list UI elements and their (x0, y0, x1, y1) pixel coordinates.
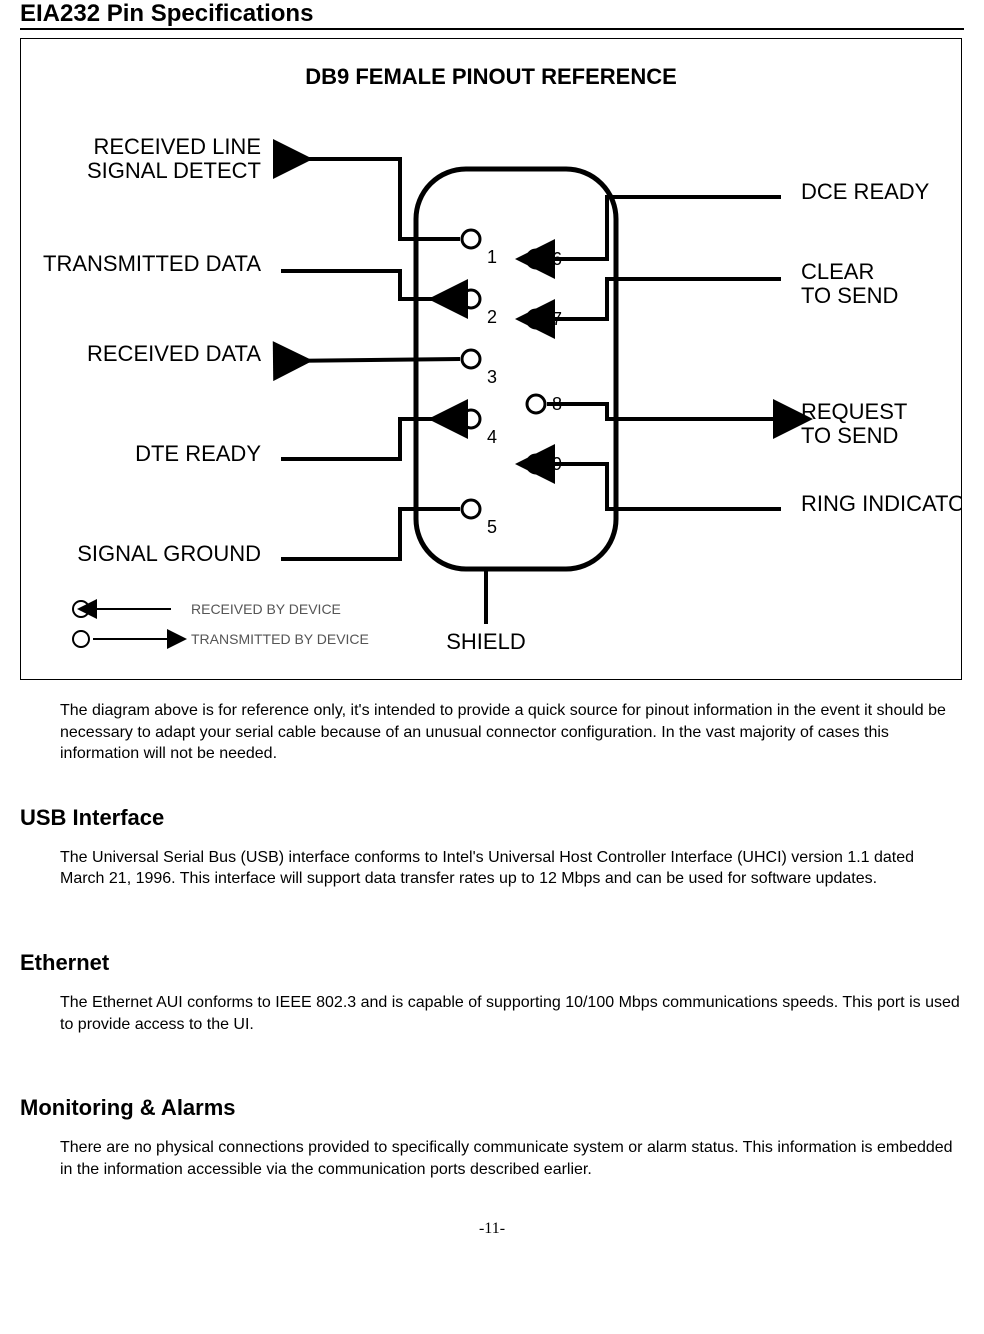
svg-text:SHIELD: SHIELD (446, 629, 525, 654)
svg-text:TRANSMITTED BY DEVICE: TRANSMITTED BY DEVICE (191, 631, 369, 647)
svg-text:CLEAR: CLEAR (801, 259, 874, 284)
page-footer: -11- (20, 1220, 964, 1238)
svg-text:3: 3 (487, 367, 497, 387)
diagram-caption: The diagram above is for reference only,… (60, 700, 960, 765)
svg-text:1: 1 (487, 247, 497, 267)
svg-text:SIGNAL GROUND: SIGNAL GROUND (77, 541, 261, 566)
svg-text:TRANSMITTED DATA: TRANSMITTED DATA (43, 251, 261, 276)
svg-text:DB9 FEMALE PINOUT REFERENCE: DB9 FEMALE PINOUT REFERENCE (305, 64, 677, 89)
svg-text:RECEIVED LINE: RECEIVED LINE (94, 134, 262, 159)
paragraph-monitoring: There are no physical connections provid… (60, 1137, 960, 1180)
svg-text:RECEIVED BY DEVICE: RECEIVED BY DEVICE (191, 601, 341, 617)
svg-text:TO SEND: TO SEND (801, 283, 898, 308)
svg-text:TO SEND: TO SEND (801, 423, 898, 448)
svg-text:DCE READY: DCE READY (801, 179, 930, 204)
svg-text:5: 5 (487, 517, 497, 537)
heading-eia232: EIA232 Pin Specifications (20, 0, 964, 30)
svg-text:2: 2 (487, 307, 497, 327)
paragraph-ethernet: The Ethernet AUI conforms to IEEE 802.3 … (60, 992, 960, 1035)
svg-text:RECEIVED DATA: RECEIVED DATA (87, 341, 261, 366)
svg-text:DTE READY: DTE READY (135, 441, 261, 466)
svg-text:REQUEST: REQUEST (801, 399, 907, 424)
svg-text:SIGNAL DETECT: SIGNAL DETECT (87, 158, 261, 183)
pinout-diagram: DB9 FEMALE PINOUT REFERENCE SHIELD 1 RECEIV… (21, 39, 961, 679)
svg-text:RING INDICATOR: RING INDICATOR (801, 491, 961, 516)
svg-text:4: 4 (487, 427, 497, 447)
heading-monitoring: Monitoring & Alarms (20, 1095, 964, 1121)
heading-ethernet: Ethernet (20, 950, 964, 976)
pinout-diagram-frame: DB9 FEMALE PINOUT REFERENCE SHIELD 1 RECEIV… (20, 38, 962, 680)
heading-usb: USB Interface (20, 805, 964, 831)
paragraph-usb: The Universal Serial Bus (USB) interface… (60, 847, 960, 890)
